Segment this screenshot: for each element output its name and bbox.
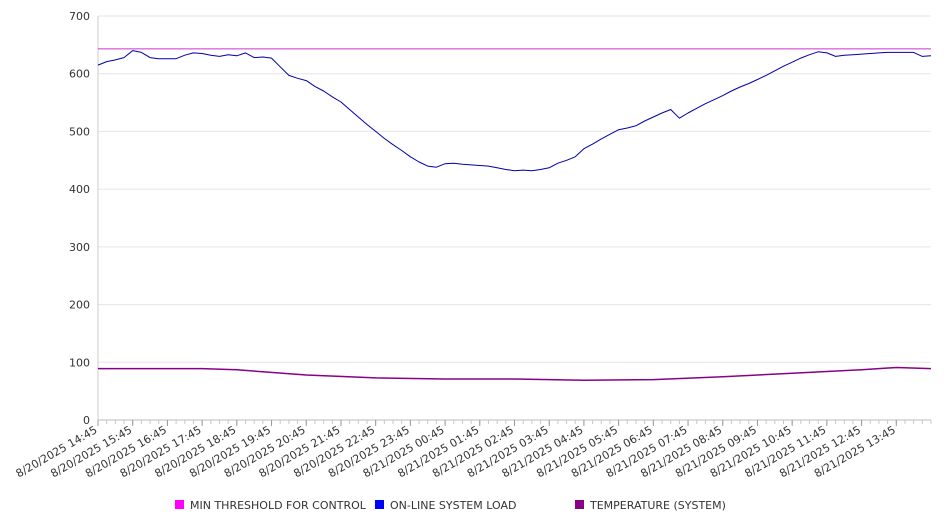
legend-label: MIN THRESHOLD FOR CONTROL — [190, 499, 367, 512]
y-tick-label: 0 — [83, 414, 90, 427]
series-lines — [97, 48, 932, 381]
series-line-2 — [97, 50, 932, 172]
legend-swatch — [175, 500, 184, 509]
legend-swatch — [375, 500, 384, 509]
legend-item: ON-LINE SYSTEM LOAD — [375, 499, 516, 512]
legend-label: TEMPERATURE (SYSTEM) — [589, 499, 726, 512]
legend-item: MIN THRESHOLD FOR CONTROL — [175, 499, 367, 512]
legend-swatch — [575, 500, 584, 509]
legend: MIN THRESHOLD FOR CONTROL ON-LINE SYSTEM … — [175, 499, 726, 512]
y-tick-label: 700 — [69, 10, 90, 23]
series-line-3 — [98, 366, 932, 381]
y-tick-label: 600 — [69, 68, 90, 81]
gridlines — [98, 15, 931, 363]
legend-label: ON-LINE SYSTEM LOAD — [390, 499, 516, 512]
y-tick-label: 500 — [69, 125, 90, 138]
y-tick-label: 300 — [69, 241, 90, 254]
y-tick-label: 100 — [69, 356, 90, 369]
y-tick-label: 200 — [69, 299, 90, 312]
legend-item: TEMPERATURE (SYSTEM) — [575, 499, 726, 512]
y-tick-label: 400 — [69, 183, 90, 196]
